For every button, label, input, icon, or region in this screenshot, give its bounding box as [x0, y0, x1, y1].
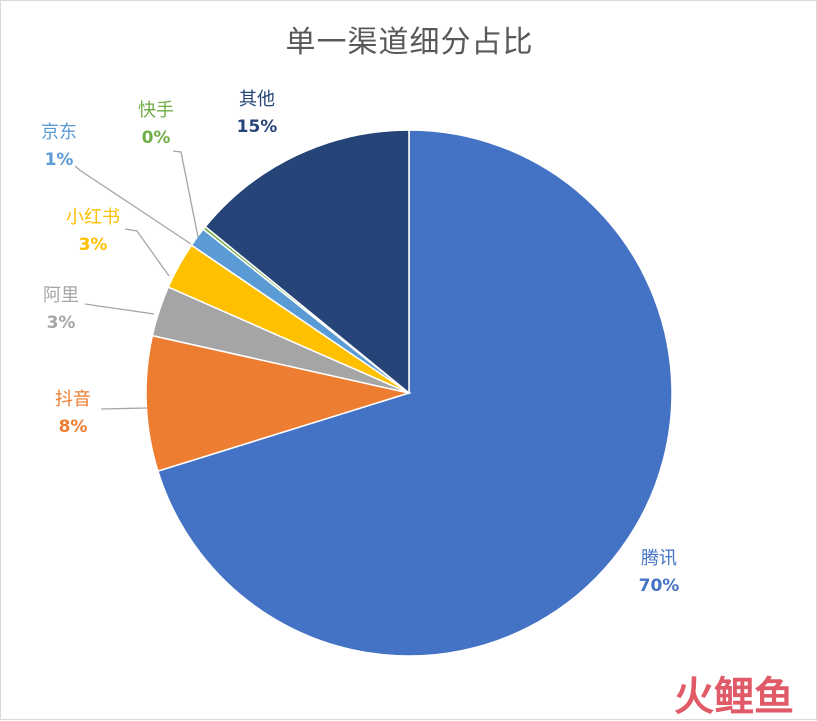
leader-line-4	[124, 228, 170, 277]
slice-percent-label: 15%	[237, 117, 278, 137]
slice-name-label: 京东	[41, 122, 77, 143]
slice-name-label: 阿里	[43, 285, 79, 306]
pie-slice-1	[156, 129, 673, 657]
leader-line-5	[74, 165, 192, 245]
leader-line-3	[84, 303, 155, 315]
slice-percent-label: 0%	[142, 128, 171, 148]
slice-percent-label: 1%	[45, 150, 74, 170]
pie-slice-7	[204, 129, 410, 395]
watermark-text: 火鲤鱼	[674, 674, 794, 720]
leader-line-6	[172, 150, 199, 238]
slice-percent-label: 8%	[59, 417, 88, 437]
leader-line-2	[100, 407, 148, 410]
slice-name-label: 快手	[138, 100, 174, 121]
watermark-logo: 火鲤鱼	[674, 677, 794, 717]
slice-name-label: 小红书	[66, 207, 120, 228]
pie-slices	[145, 129, 673, 657]
pie-slice-2	[145, 334, 412, 473]
slice-name-label: 腾讯	[641, 548, 677, 569]
slice-percent-label: 3%	[79, 235, 108, 255]
slice-name-label: 抖音	[55, 389, 91, 410]
leader-lines	[74, 150, 199, 410]
data-labels: 腾讯 70% 抖音 8% 阿里 3% 小红书 3% 京东 1% 快手 0% 其他 15%	[41, 89, 679, 596]
chart-title: 单一渠道细分占比	[285, 25, 534, 60]
slice-name-label: 其他	[239, 89, 275, 110]
slice-percent-label: 70%	[639, 576, 680, 596]
slice-percent-label: 3%	[47, 313, 76, 333]
